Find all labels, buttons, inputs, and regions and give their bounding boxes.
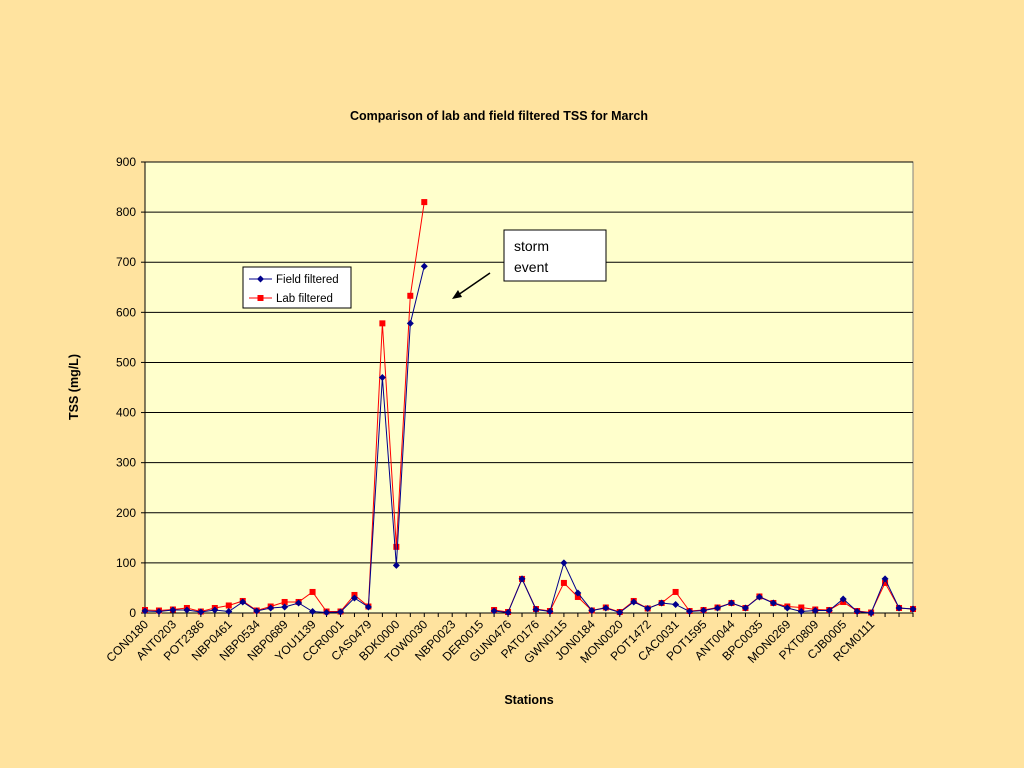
field-filtered-point	[267, 604, 275, 612]
field-filtered-point	[727, 599, 735, 607]
field-filtered-point	[672, 600, 680, 608]
legend-lab-label: Lab filtered	[276, 293, 333, 305]
field-filtered-point	[183, 606, 191, 614]
chart-title: Comparison of lab and field filtered TSS…	[350, 109, 648, 123]
y-axis-title: TSS (mg/L)	[67, 354, 81, 420]
field-filtered-series	[141, 262, 917, 617]
field-filtered-point	[714, 604, 722, 612]
field-filtered-point	[504, 608, 512, 616]
annotation-box	[503, 229, 607, 282]
y-tick-label: 300	[116, 456, 136, 470]
field-filtered-point	[881, 575, 889, 583]
field-filtered-point	[364, 603, 372, 611]
legend-field-marker	[257, 275, 264, 283]
lab-filtered-point	[798, 604, 805, 611]
y-tick-label: 600	[116, 305, 136, 319]
field-filtered-point	[700, 606, 708, 614]
y-tick-label: 900	[116, 155, 136, 169]
field-filtered-point	[239, 598, 247, 606]
field-filtered-point	[336, 608, 344, 616]
field-filtered-point	[309, 607, 317, 615]
field-filtered-point	[602, 604, 610, 612]
lab-filtered-point	[393, 543, 400, 550]
field-filtered-point	[211, 606, 219, 614]
field-filtered-point	[281, 603, 289, 611]
field-filtered-point	[783, 604, 791, 612]
lab-filtered-point	[560, 579, 567, 586]
field-filtered-point	[155, 607, 163, 615]
series-layer	[141, 199, 917, 617]
field-filtered-point	[909, 605, 917, 613]
field-filtered-point	[658, 599, 666, 607]
y-tick-label: 0	[129, 606, 136, 620]
lab-filtered-point	[379, 320, 386, 327]
annotation-arrow-head	[452, 290, 462, 299]
field-filtered-point	[741, 604, 749, 612]
field-filtered-point	[253, 607, 261, 615]
lab-filtered-point	[574, 593, 581, 600]
field-filtered-point	[532, 605, 540, 613]
lab-filtered-point	[882, 579, 889, 586]
y-tick-label: 500	[116, 355, 136, 369]
field-filtered-point	[630, 598, 638, 606]
field-filtered-point	[588, 606, 596, 614]
legend: Field filtered Lab filtered	[242, 266, 352, 309]
field-filtered-point	[560, 559, 568, 567]
annotation-line-1: storm	[514, 238, 549, 254]
field-filtered-point	[490, 607, 498, 615]
field-filtered-point	[225, 607, 233, 615]
y-tick-label: 200	[116, 506, 136, 520]
legend-field-label: Field filtered	[276, 274, 339, 286]
field-filtered-point	[895, 604, 903, 612]
field-filtered-point	[755, 593, 763, 601]
field-filtered-point	[378, 373, 386, 381]
field-filtered-point	[141, 607, 149, 615]
field-filtered-point	[350, 594, 358, 602]
field-filtered-point	[323, 608, 331, 616]
y-axis-ticks: 0 100 200 300 400 500 600 700 800 900	[116, 155, 145, 620]
y-tick-label: 400	[116, 406, 136, 420]
annotation-line-2: event	[514, 259, 548, 275]
x-axis-ticks: CON0180ANT0203POT2386NBP0461NBP0534NBP06…	[103, 613, 914, 666]
gridlines	[144, 161, 913, 614]
lab-filtered-point	[421, 199, 428, 206]
field-filtered-point	[797, 607, 805, 615]
field-filtered-point	[853, 607, 861, 615]
field-filtered-point	[867, 609, 875, 617]
lab-filtered-point	[672, 588, 679, 595]
field-filtered-point	[811, 606, 819, 614]
field-filtered-point	[406, 319, 414, 327]
storm-event-annotation: storm event	[452, 229, 607, 299]
field-filtered-point	[420, 262, 428, 270]
field-filtered-point	[197, 608, 205, 616]
field-filtered-point	[169, 606, 177, 614]
lab-filtered-point	[309, 588, 316, 595]
field-filtered-point	[839, 595, 847, 603]
field-filtered-point	[574, 589, 582, 597]
field-filtered-point	[518, 575, 526, 583]
field-filtered-point	[686, 607, 694, 615]
field-filtered-point	[769, 599, 777, 607]
field-filtered-point	[825, 606, 833, 614]
legend-lab-marker	[257, 295, 264, 301]
field-filtered-point	[392, 561, 400, 569]
field-filtered-point	[295, 599, 303, 607]
y-tick-label: 100	[116, 556, 136, 570]
lab-filtered-point	[281, 598, 288, 605]
y-tick-label: 800	[116, 205, 136, 219]
field-filtered-point	[616, 608, 624, 616]
x-axis-title: Stations	[504, 693, 553, 707]
legend-box	[242, 266, 352, 309]
field-filtered-point	[644, 604, 652, 612]
annotation-arrow-line	[457, 272, 491, 296]
lab-filtered-point	[407, 292, 414, 299]
lab-filtered-point	[225, 602, 232, 609]
field-filtered-point	[546, 607, 554, 615]
y-tick-label: 700	[116, 255, 136, 269]
